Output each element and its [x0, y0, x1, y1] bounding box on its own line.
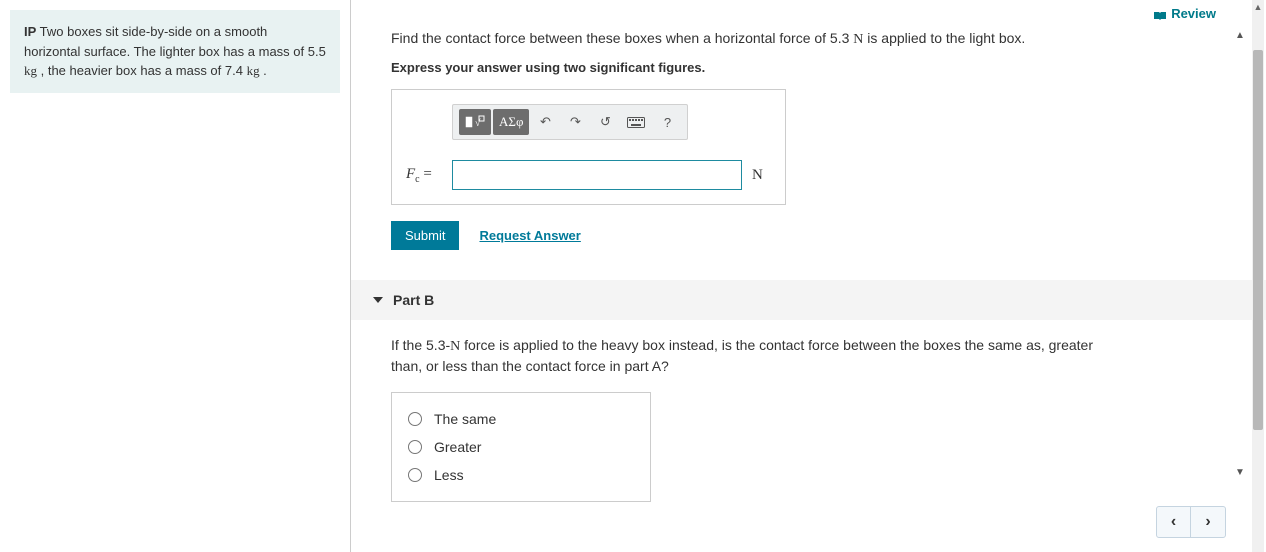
parta-instruction: Express your answer using two significan…: [391, 60, 1236, 75]
keyboard-button[interactable]: [621, 109, 651, 135]
outer-scroll-thumb[interactable]: [1253, 50, 1263, 430]
option-greater[interactable]: Greater: [408, 433, 634, 461]
problem-text-2: .: [260, 63, 267, 78]
option-label-same: The same: [434, 411, 496, 427]
answer-input[interactable]: [452, 160, 742, 190]
equals: =: [420, 166, 432, 182]
help-button[interactable]: ?: [653, 109, 681, 135]
option-label-less: Less: [434, 467, 464, 483]
option-label-greater: Greater: [434, 439, 481, 455]
templates-button[interactable]: √: [459, 109, 491, 135]
problem-unit-0: kg: [24, 63, 37, 78]
radio-greater[interactable]: [408, 440, 422, 454]
review-label: Review: [1171, 6, 1216, 21]
next-button[interactable]: ›: [1191, 507, 1225, 537]
right-column: Review Find the contact force between th…: [351, 0, 1266, 552]
partb-post: force is applied to the heavy box instea…: [391, 337, 1093, 374]
variable-label: Fc =: [406, 166, 442, 185]
undo-button[interactable]: ↶: [531, 109, 559, 135]
parta-q-post: is applied to the light box.: [863, 30, 1025, 46]
problem-text-0: Two boxes sit side-by-side on a smooth h…: [24, 24, 326, 59]
problem-statement: IP Two boxes sit side-by-side on a smoot…: [10, 10, 340, 93]
svg-text:√: √: [475, 118, 481, 129]
radio-same[interactable]: [408, 412, 422, 426]
answer-row: Fc = N: [406, 160, 771, 190]
radio-less[interactable]: [408, 468, 422, 482]
outer-scrollbar[interactable]: ▲: [1252, 0, 1264, 552]
parta-question: Find the contact force between these box…: [391, 30, 1236, 48]
prev-button[interactable]: ‹: [1157, 507, 1191, 537]
var-f: F: [406, 166, 415, 182]
option-same[interactable]: The same: [408, 405, 634, 433]
unit-label: N: [752, 167, 763, 184]
options-box: The same Greater Less: [391, 392, 651, 502]
review-link[interactable]: Review: [1153, 6, 1216, 21]
pagination-nav: ‹ ›: [1156, 506, 1226, 538]
outer-scroll-up-icon[interactable]: ▲: [1253, 2, 1263, 12]
main-container: IP Two boxes sit side-by-side on a smoot…: [0, 0, 1266, 552]
left-column: IP Two boxes sit side-by-side on a smoot…: [0, 0, 350, 552]
partb-title: Part B: [393, 292, 434, 308]
request-answer-link[interactable]: Request Answer: [479, 228, 580, 243]
problem-text-1: , the heavier box has a mass of 7.4: [37, 63, 247, 78]
parta-q-unit: N: [853, 32, 863, 47]
chevron-down-icon: [373, 297, 383, 303]
problem-prefix: IP: [24, 24, 36, 39]
partb-question: If the 5.3-N force is applied to the hea…: [391, 336, 1111, 376]
partb-header[interactable]: Part B: [351, 280, 1266, 320]
answer-box: √ ΑΣφ ↶ ↷ ↺ ? Fc = N: [391, 89, 786, 205]
submit-row: Submit Request Answer: [391, 221, 1236, 250]
book-icon: [1153, 9, 1167, 19]
inner-scrollbar[interactable]: ▲ ▼: [1232, 30, 1248, 478]
redo-button[interactable]: ↷: [561, 109, 589, 135]
problem-unit-1: kg: [247, 63, 260, 78]
partb-unit: N: [450, 339, 460, 354]
equation-toolbar: √ ΑΣφ ↶ ↷ ↺ ?: [452, 104, 688, 140]
parta-q-pre: Find the contact force between these box…: [391, 30, 853, 46]
content-area: Find the contact force between these box…: [391, 30, 1236, 500]
greek-button[interactable]: ΑΣφ: [493, 109, 529, 135]
scroll-up-icon[interactable]: ▲: [1235, 30, 1245, 41]
submit-button[interactable]: Submit: [391, 221, 459, 250]
scroll-down-icon[interactable]: ▼: [1235, 467, 1245, 478]
partb-pre: If the 5.3-: [391, 337, 450, 353]
reset-button[interactable]: ↺: [591, 109, 619, 135]
option-less[interactable]: Less: [408, 461, 634, 489]
